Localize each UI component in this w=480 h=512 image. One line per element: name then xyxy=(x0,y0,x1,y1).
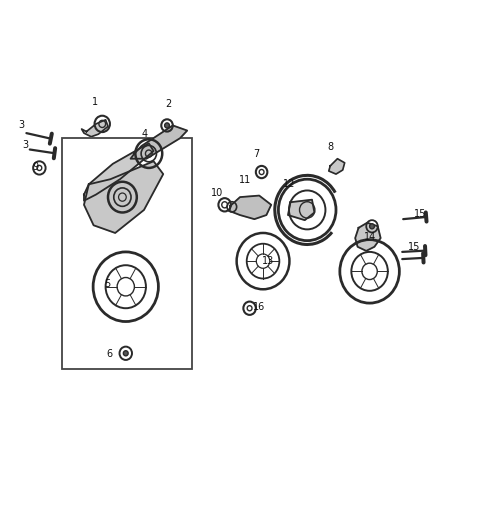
Text: 13: 13 xyxy=(262,256,274,266)
Polygon shape xyxy=(131,125,187,159)
Text: 11: 11 xyxy=(239,175,252,185)
Polygon shape xyxy=(355,223,381,251)
Circle shape xyxy=(123,351,128,356)
Text: 16: 16 xyxy=(253,302,265,312)
Polygon shape xyxy=(288,200,314,220)
Text: 10: 10 xyxy=(211,187,224,198)
Text: 2: 2 xyxy=(166,99,172,110)
Polygon shape xyxy=(84,143,154,201)
Text: 3: 3 xyxy=(18,120,24,131)
Bar xyxy=(62,138,192,369)
Text: 12: 12 xyxy=(283,179,296,189)
Text: 14: 14 xyxy=(364,231,376,242)
Polygon shape xyxy=(329,159,345,174)
Circle shape xyxy=(370,224,374,229)
Polygon shape xyxy=(229,196,271,219)
Polygon shape xyxy=(82,120,108,137)
Text: 7: 7 xyxy=(253,148,260,159)
Text: 3: 3 xyxy=(22,140,28,150)
Text: 1: 1 xyxy=(92,97,98,108)
Polygon shape xyxy=(84,161,163,233)
Circle shape xyxy=(165,123,169,128)
Text: 9: 9 xyxy=(33,162,39,173)
Text: 6: 6 xyxy=(107,349,113,359)
Text: 15: 15 xyxy=(408,242,420,252)
Text: 15: 15 xyxy=(414,208,426,219)
Text: 5: 5 xyxy=(105,279,111,289)
Text: 8: 8 xyxy=(328,142,334,153)
Text: 4: 4 xyxy=(142,129,148,139)
